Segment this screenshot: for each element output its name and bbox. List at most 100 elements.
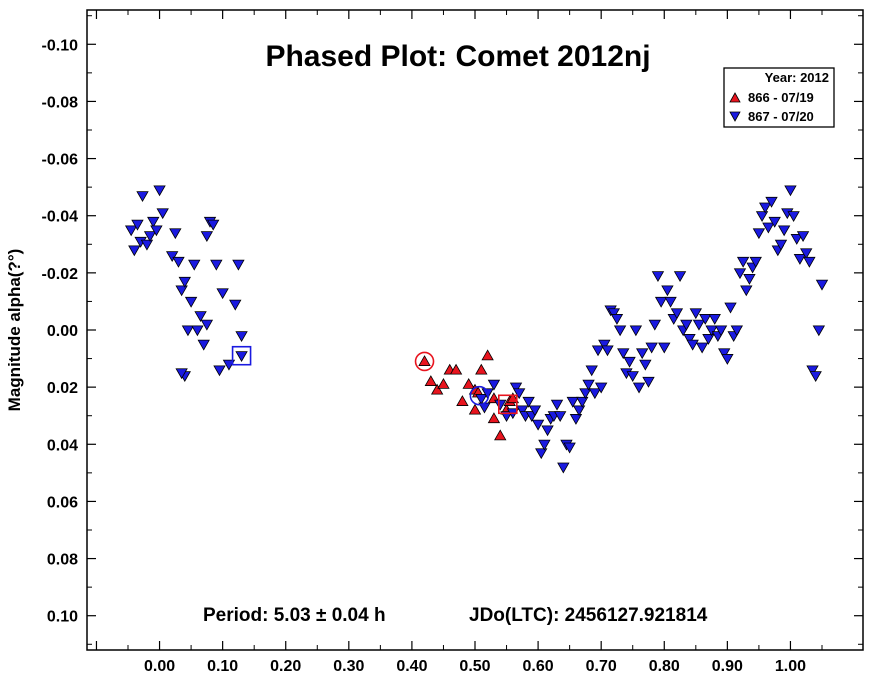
point-867 — [235, 331, 248, 343]
x-tick-label: 0.40 — [396, 658, 427, 675]
point-867 — [721, 354, 734, 365]
point-867 — [131, 219, 144, 231]
point-867 — [569, 414, 583, 425]
legend-box — [723, 67, 835, 128]
point-866 — [456, 395, 469, 406]
point-867 — [188, 259, 201, 271]
point-867 — [591, 345, 605, 357]
point-867 — [216, 288, 229, 300]
y-tick-label: -0.06 — [42, 152, 79, 169]
point-867 — [670, 308, 684, 320]
point-867 — [550, 399, 564, 411]
point-867 — [140, 239, 154, 251]
highlight-markers — [231, 345, 518, 415]
point-867 — [572, 405, 586, 417]
point-867 — [765, 196, 778, 208]
point-867 — [784, 185, 797, 197]
point-867 — [487, 379, 501, 391]
point-867 — [755, 211, 769, 223]
point-867 — [658, 342, 671, 354]
legend: Year: 2012 866 - 07/19 867 - 07/20 — [723, 67, 835, 128]
point-867 — [664, 296, 677, 308]
point-867 — [169, 228, 182, 240]
point-867 — [566, 396, 579, 408]
point-867 — [705, 325, 718, 337]
point-867 — [689, 308, 703, 320]
point-867 — [541, 425, 554, 437]
point-866 — [437, 377, 450, 389]
point-867 — [494, 399, 507, 411]
point-867 — [585, 365, 598, 377]
point-867 — [708, 314, 721, 325]
x-tick-label: 0.30 — [333, 658, 364, 675]
point-867 — [686, 339, 699, 351]
point-867 — [796, 231, 810, 243]
point-866 — [475, 363, 488, 375]
point-867 — [673, 271, 687, 283]
point-867 — [730, 325, 744, 337]
point-867 — [768, 216, 781, 228]
point-867 — [759, 202, 772, 214]
x-tick-label: 0.10 — [207, 658, 238, 675]
point-867 — [165, 251, 179, 263]
y-tick-label: -0.04 — [42, 209, 79, 226]
point-866 — [468, 403, 482, 415]
point-867 — [232, 259, 245, 271]
point-867 — [128, 245, 141, 257]
point-867 — [553, 411, 567, 423]
point-866 — [418, 355, 431, 366]
x-tick-label: 0.60 — [523, 658, 554, 675]
point-867 — [191, 325, 204, 337]
point-867 — [200, 319, 214, 331]
point-867 — [181, 325, 195, 337]
y-axis-label: Magnitude alpha(?°) — [5, 249, 24, 412]
data-points — [124, 185, 829, 474]
y-tick-label: -0.02 — [42, 266, 79, 283]
point-867 — [632, 382, 646, 394]
point-867 — [509, 382, 523, 394]
y-tick-label: 0.04 — [47, 437, 78, 454]
point-867 — [210, 259, 223, 271]
legend-marker-867 — [729, 111, 741, 122]
point-866 — [424, 375, 438, 386]
chart-title: Phased Plot: Comet 2012nj — [265, 40, 650, 73]
point-867 — [184, 296, 198, 308]
x-tick-label: 1.00 — [775, 658, 806, 675]
point-867 — [222, 359, 236, 371]
point-867 — [762, 222, 775, 234]
point-867 — [702, 334, 715, 345]
point-867 — [695, 342, 709, 354]
point-867 — [743, 274, 756, 285]
legend-title: Year: 2012 — [765, 70, 829, 85]
point-867 — [206, 219, 220, 231]
point-867 — [235, 351, 248, 363]
y-tick-label: 0.02 — [47, 380, 78, 397]
x-tick-label: 0.70 — [586, 658, 617, 675]
point-867 — [229, 299, 242, 311]
x-tick-label: 0.20 — [270, 658, 301, 675]
point-867 — [200, 231, 214, 243]
point-867 — [617, 348, 630, 360]
y-tick-label: -0.08 — [42, 94, 79, 111]
point-867 — [172, 256, 185, 268]
x-tick-label: 0.90 — [712, 658, 743, 675]
point-867 — [736, 256, 750, 268]
point-867 — [752, 228, 766, 240]
point-867 — [124, 225, 138, 237]
point-867 — [774, 239, 788, 251]
x-tick-labels: 0.00 0.10 0.20 0.30 0.40 0.50 0.60 0.70 0.80 0.90… — [144, 658, 806, 675]
point-867 — [790, 234, 803, 245]
x-tick-label: 0.50 — [459, 658, 490, 675]
point-867 — [594, 382, 608, 394]
point-867 — [740, 285, 753, 297]
point-867 — [153, 185, 166, 197]
point-866 — [481, 349, 494, 361]
point-867 — [588, 388, 602, 400]
x-tick-label: 0.80 — [649, 658, 680, 675]
y-tick-labels: -0.10 -0.08 -0.06 -0.04 -0.02 0.00 0.02 0.04 0.0… — [42, 37, 79, 625]
point-867 — [812, 325, 826, 337]
point-867 — [699, 314, 712, 325]
point-867 — [629, 325, 643, 337]
point-867 — [733, 268, 747, 280]
point-867 — [528, 405, 542, 417]
